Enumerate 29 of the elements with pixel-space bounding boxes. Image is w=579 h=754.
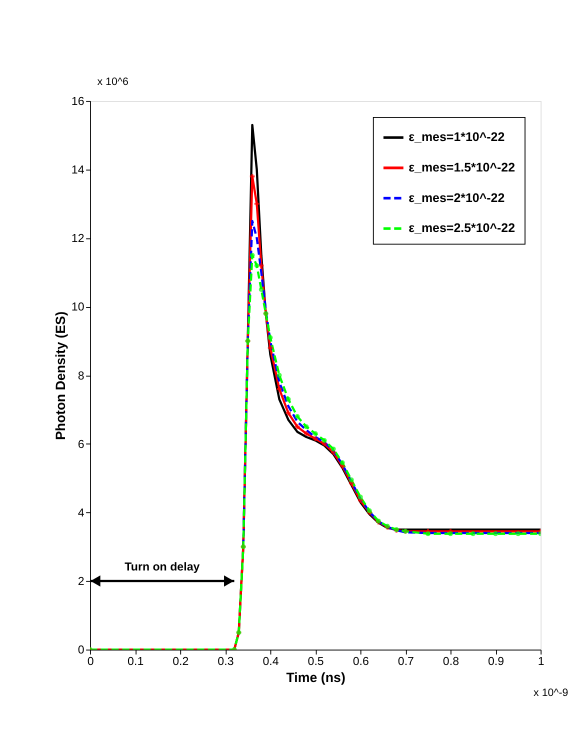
x-axis-title: Time (ns) xyxy=(286,670,346,686)
y-tick-label: 6 xyxy=(78,438,84,451)
x-tick-label: 0.5 xyxy=(308,656,324,668)
legend-label: ε_mes=2*10^-22 xyxy=(408,190,505,205)
x-tick-label: 0.7 xyxy=(398,656,414,668)
legend-label: ε_mes=1*10^-22 xyxy=(408,130,505,144)
x-tick-label: 0.8 xyxy=(442,656,460,668)
x-tick-label: 0.1 xyxy=(128,656,144,668)
y-tick-label: 16 xyxy=(71,96,84,108)
y-tick-label: 4 xyxy=(78,507,85,520)
text: x 10^-9 xyxy=(534,687,568,700)
legend-label: ε_mes=2.5*10^-22 xyxy=(408,221,516,236)
x-tick-label: 0 xyxy=(87,656,94,668)
annotation: Turn on delay xyxy=(124,561,200,574)
y-tick-label: 12 xyxy=(71,233,84,246)
y-axis-title: Photon Density (ES) xyxy=(53,311,68,440)
x-tick-label: 0.2 xyxy=(172,656,189,668)
legend-label: ε_mes=1.5*10^-22 xyxy=(408,160,516,174)
y-tick-label: 14 xyxy=(71,164,85,177)
y-tick-label: 8 xyxy=(78,370,84,382)
y-tick-label: 2 xyxy=(78,576,84,588)
x-tick-label: 1 xyxy=(538,656,544,668)
x-tick-label: 0.4 xyxy=(262,656,280,668)
x-tick-label: 0.9 xyxy=(488,656,504,668)
text: x 10^6 xyxy=(97,76,128,88)
y-tick-label: 0 xyxy=(78,644,84,657)
x-tick-label: 0.3 xyxy=(218,656,234,668)
y-tick-label: 10 xyxy=(71,302,84,314)
x-tick-label: 0.6 xyxy=(352,656,369,668)
